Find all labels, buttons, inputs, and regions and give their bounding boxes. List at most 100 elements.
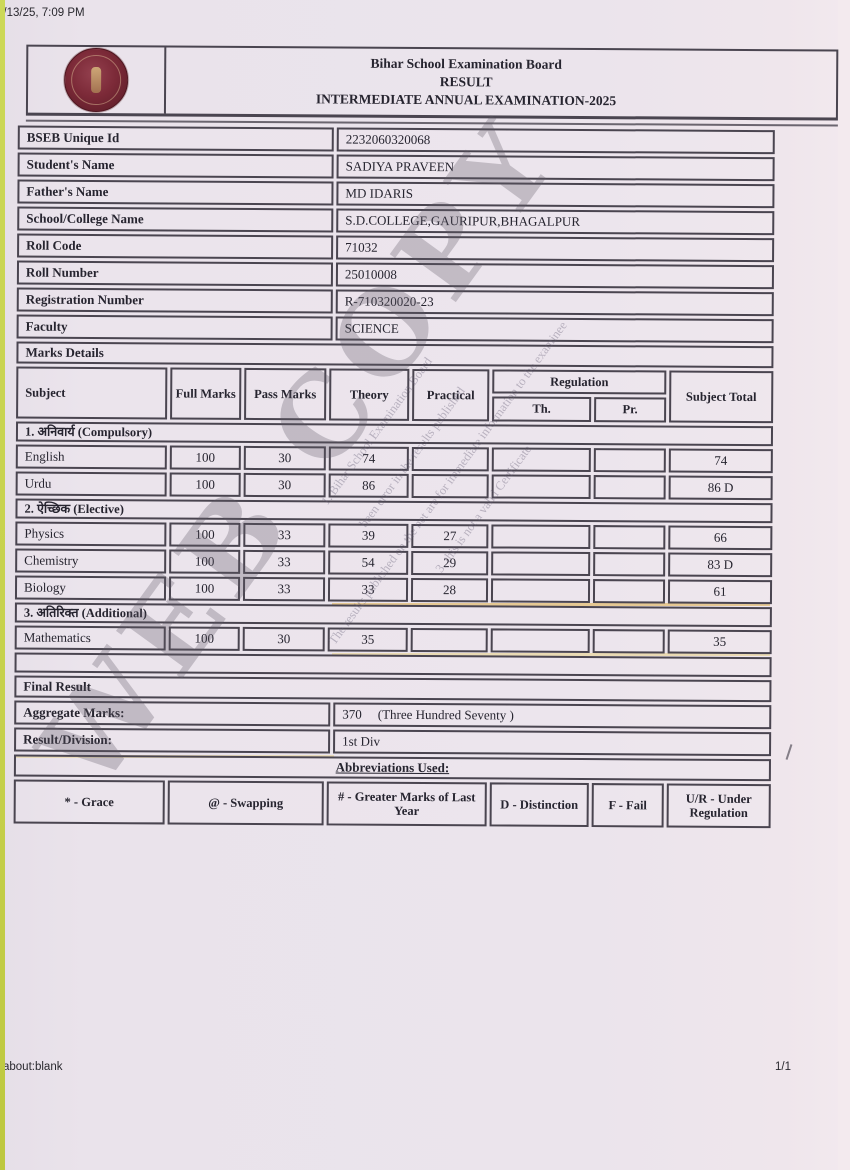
table-row: Roll Number 25010008	[16, 260, 775, 290]
info-value: 25010008	[335, 262, 775, 290]
subject-total: 35	[667, 629, 772, 655]
full-marks: 100	[169, 472, 241, 497]
section-row-elective: 2. ऐच्छिक (Elective)	[15, 498, 773, 524]
table-row: BSEB Unique Id 2232060320068	[17, 125, 775, 155]
regulation-th	[490, 578, 591, 604]
full-marks: 100	[169, 549, 241, 574]
header-titles: Bihar School Examination Board RESULT IN…	[166, 47, 836, 117]
logo-cell	[27, 46, 167, 114]
abbreviations-row: * - Grace @ - Swapping # - Greater Marks…	[13, 779, 771, 829]
marks-details-title: Marks Details	[16, 341, 774, 369]
table-row: Faculty SCIENCE	[16, 314, 774, 344]
pass-marks: 30	[242, 626, 325, 652]
abbreviation-grace: * - Grace	[13, 779, 165, 825]
abbreviation-fail: F - Fail	[591, 783, 664, 828]
aggregate-marks-value: 370 (Three Hundred Seventy )	[333, 702, 772, 730]
empty-cell	[14, 652, 772, 678]
theory-marks: 54	[328, 550, 409, 575]
pass-marks: 33	[242, 576, 326, 602]
info-label: Roll Number	[16, 260, 334, 287]
info-label: Registration Number	[16, 287, 333, 314]
col-header-pass-marks: Pass Marks	[244, 367, 327, 421]
empty-row	[14, 652, 772, 678]
regulation-th	[490, 628, 590, 654]
info-value: SADIYA PRAVEEN	[336, 154, 775, 182]
regulation-pr	[593, 552, 666, 577]
print-footer-url: about:blank	[3, 1061, 63, 1073]
subject-name: Biology	[14, 575, 167, 601]
subject-name: Physics	[15, 521, 167, 547]
subject-total: 83 D	[668, 552, 773, 578]
info-label: School/College Name	[17, 206, 334, 233]
regulation-th	[491, 524, 591, 550]
board-name: Bihar School Examination Board	[370, 55, 562, 72]
info-label: Faculty	[16, 314, 333, 341]
practical-marks: 29	[411, 550, 489, 576]
regulation-pr	[592, 579, 666, 604]
subject-name: Urdu	[15, 471, 167, 497]
subject-name: Chemistry	[15, 548, 167, 574]
table-row-english: English 100 30 74 74	[15, 444, 773, 474]
final-result-banner: Final Result	[14, 675, 772, 703]
result-tables: BSEB Unique Id 2232060320068 Student's Na…	[13, 125, 775, 829]
doc-type: RESULT	[439, 74, 493, 90]
info-label: BSEB Unique Id	[17, 125, 334, 152]
table-row-chemistry: Chemistry 100 33 54 29 83 D	[15, 548, 773, 578]
bseb-seal-icon	[63, 47, 129, 113]
theory-marks: 39	[328, 523, 409, 548]
abbreviation-under-regulation: U/R - Under Regulation	[666, 783, 771, 829]
info-label: Student's Name	[17, 152, 334, 179]
practical-marks	[411, 473, 489, 499]
aggregate-marks-row: Aggregate Marks: 370 (Three Hundred Seve…	[14, 700, 772, 730]
result-division-label: Result/Division:	[14, 727, 331, 754]
regulation-pr	[593, 448, 666, 473]
full-marks: 100	[168, 626, 240, 651]
info-value: 2232060320068	[336, 127, 775, 155]
section-row-additional: 3. अतिरिक्त (Additional)	[14, 602, 772, 628]
full-marks: 100	[169, 445, 241, 470]
subject-name: English	[15, 444, 167, 470]
info-label: Roll Code	[17, 233, 334, 260]
aggregate-number: 370	[342, 706, 362, 722]
subject-total: 66	[668, 525, 773, 551]
pass-marks: 30	[243, 472, 326, 498]
table-row: Roll Code 71032	[17, 233, 775, 263]
abbreviations-title: Abbreviations Used:	[335, 759, 450, 775]
abbreviation-greater-marks: # - Greater Marks of Last Year	[326, 781, 487, 827]
abbreviation-swapping: @ - Swapping	[167, 780, 324, 826]
practical-marks: 28	[410, 577, 489, 603]
regulation-pr	[592, 629, 665, 654]
exam-name: INTERMEDIATE ANNUAL EXAMINATION-2025	[315, 91, 617, 109]
info-label: Father's Name	[17, 179, 334, 206]
info-value: MD IDARIS	[336, 181, 775, 209]
section-row-compulsory: 1. अनिवार्य (Compulsory)	[15, 421, 774, 447]
full-marks: 100	[168, 576, 241, 601]
pass-marks: 33	[243, 549, 326, 575]
col-header-full-marks: Full Marks	[170, 367, 242, 420]
print-footer-page-number: 1/1	[775, 1061, 791, 1073]
regulation-th	[491, 551, 591, 577]
table-row: School/College Name S.D.COLLEGE,GAURIPUR,…	[17, 206, 775, 236]
pass-marks: 33	[243, 522, 326, 548]
subject-name: Mathematics	[14, 625, 166, 651]
abbreviations-title-cell: Abbreviations Used:	[13, 754, 771, 782]
theory-marks: 74	[328, 446, 409, 471]
result-division-value: 1st Div	[333, 729, 772, 757]
final-result-title: Final Result	[14, 675, 772, 703]
table-row: Father's Name MD IDARIS	[17, 179, 775, 209]
practical-marks: 27	[411, 523, 489, 549]
regulation-pr	[593, 525, 666, 550]
table-row: Registration Number R-710320020-23	[16, 287, 774, 317]
print-timestamp: 5/13/25, 7:09 PM	[0, 7, 85, 19]
table-row-urdu: Urdu 100 30 86 86 D	[15, 471, 773, 501]
table-row-mathematics: Mathematics 100 30 35 35	[14, 625, 772, 655]
section-title: 2. ऐच्छिक (Elective)	[15, 498, 773, 524]
aggregate-marks-label: Aggregate Marks:	[14, 700, 331, 727]
abbreviations-banner: Abbreviations Used:	[13, 754, 771, 782]
subject-total: 61	[667, 579, 773, 605]
info-value: 71032	[336, 235, 775, 263]
theory-marks: 33	[327, 577, 409, 602]
